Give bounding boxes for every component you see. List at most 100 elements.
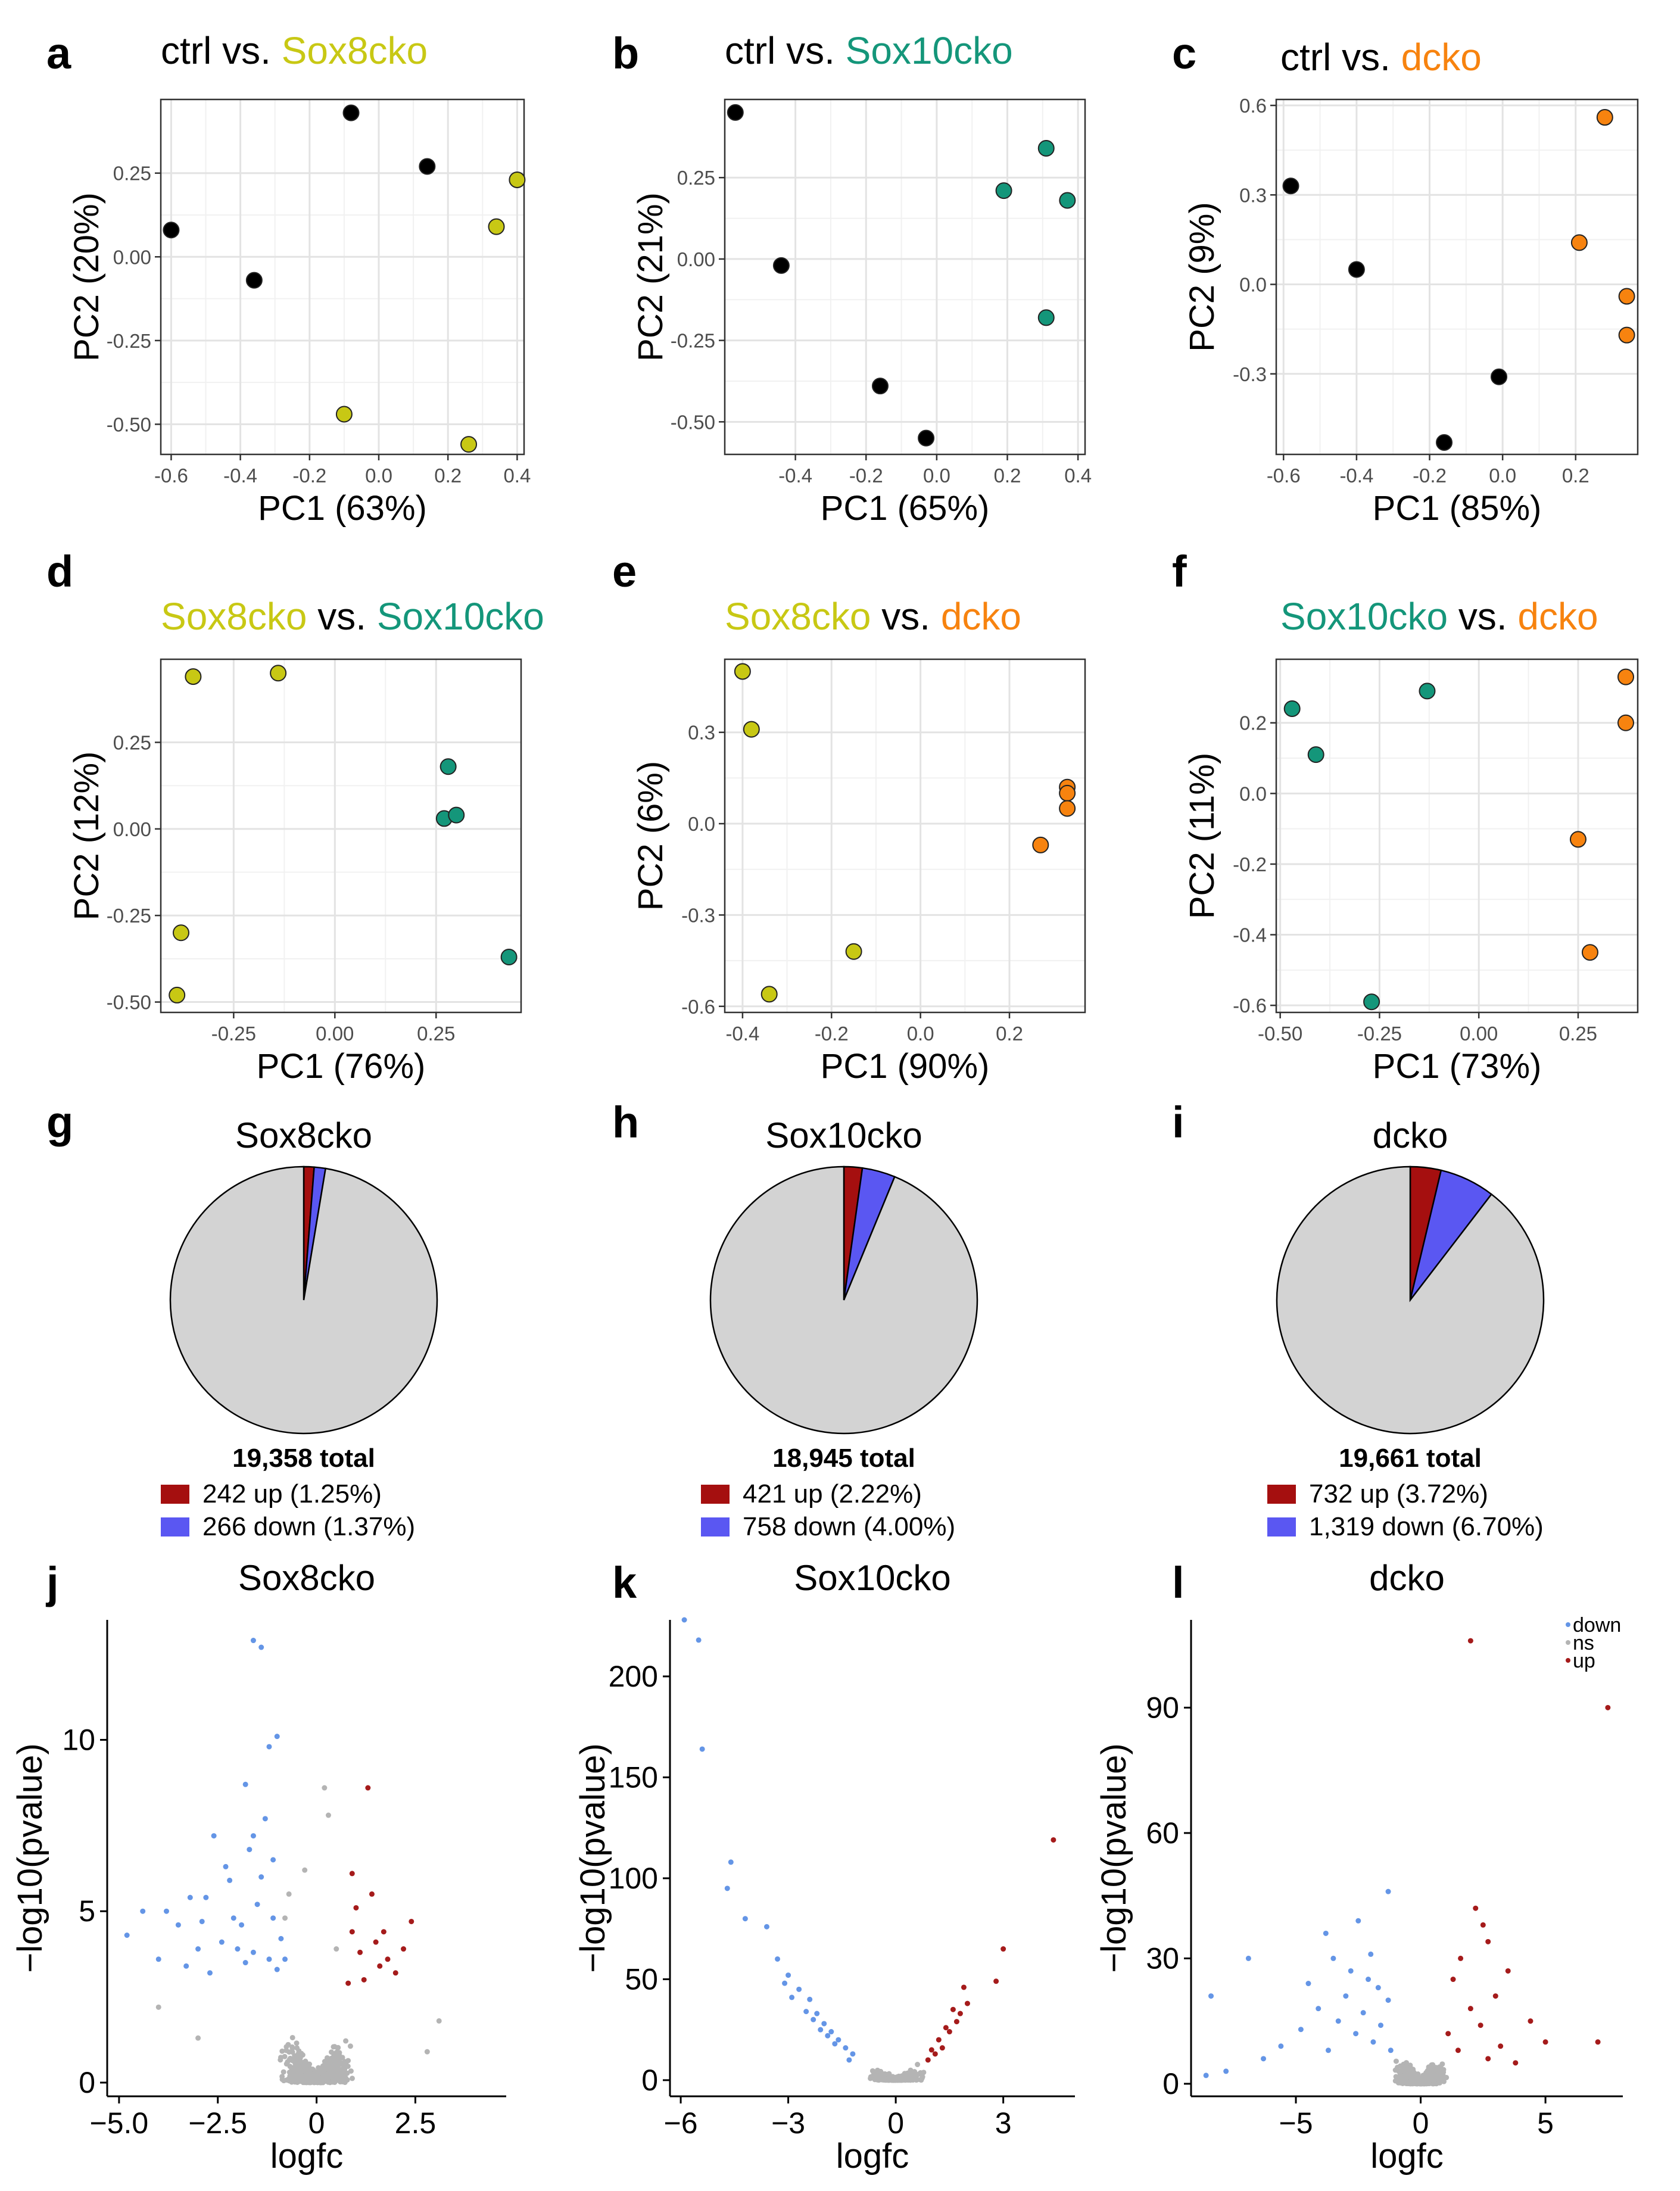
x-tick-label: -0.4 [223, 465, 257, 487]
data-point [163, 222, 180, 239]
y-tick-label: 0 [1162, 2067, 1179, 2100]
x-tick-label: −3 [771, 2106, 805, 2140]
data-point [957, 2011, 963, 2017]
data-point [1368, 1951, 1374, 1957]
panel-letter: f [1172, 547, 1187, 596]
gridlines [161, 99, 524, 454]
data-point [1307, 746, 1324, 763]
data-point [183, 1963, 189, 1969]
plot-frame [1275, 658, 1639, 1014]
data-point [488, 218, 505, 235]
x-tick-label: −6 [664, 2106, 698, 2140]
data-point [169, 986, 186, 1003]
data-point [1316, 2006, 1321, 2012]
data-point [782, 1980, 788, 1986]
data-point [211, 1833, 217, 1839]
ns-point [908, 2067, 914, 2073]
ns-point [1414, 2075, 1420, 2081]
y-tick-label: -0.4 [1233, 924, 1267, 946]
y-tick-label: 0.25 [677, 167, 715, 189]
data-point [1480, 1922, 1486, 1928]
y-tick-label: -0.50 [107, 992, 151, 1014]
data-point [1450, 1977, 1456, 1983]
panel-letter: j [45, 1558, 59, 1607]
data-point [1458, 1955, 1464, 1961]
title-part: ctrl [1280, 36, 1331, 79]
data-point [803, 2009, 809, 2015]
ns-point [881, 2076, 887, 2082]
data-point [266, 1744, 272, 1750]
ns-point [1396, 2068, 1402, 2074]
legend-label-down: 1,319 down (6.70%) [1309, 1512, 1544, 1541]
x-tick-label: 0 [308, 2106, 325, 2140]
title-part: Sox8cko [725, 595, 871, 638]
data-point [333, 1946, 339, 1952]
pie-title: dcko [1373, 1115, 1448, 1155]
plot-frame [724, 658, 1086, 1014]
ns-point [1407, 2072, 1413, 2078]
ns-point [336, 2058, 342, 2064]
data-point [250, 1638, 256, 1644]
pca-panel-e: e Sox8cko vs. dcko -0.4 -0.2 0.0 0.2 -0.6 -0.3 0… [612, 547, 1086, 1086]
data-point [1445, 2031, 1451, 2037]
data-point [266, 1956, 272, 1962]
y-tick-label: -0.3 [1233, 363, 1267, 385]
data-point [335, 406, 353, 423]
legend-marker-ns [1566, 1640, 1570, 1645]
data-point [918, 429, 935, 447]
gridlines [725, 659, 1085, 1012]
volcano-title: Sox8cko [238, 1558, 375, 1598]
title-part: ctrl [725, 29, 775, 72]
ns-point [304, 2067, 310, 2073]
data-point [727, 104, 744, 121]
title-part: dcko [1517, 595, 1598, 638]
y-tick-label: -0.3 [681, 904, 715, 926]
x-tick-label: 0 [1413, 2106, 1429, 2140]
legend-marker-down [1566, 1622, 1570, 1627]
pie-slice-ns [1276, 1165, 1545, 1435]
x-tick-label: 5 [1537, 2106, 1554, 2140]
data-point [164, 1908, 170, 1914]
data-point [814, 2011, 820, 2017]
data-point [845, 943, 862, 960]
ns-point [1438, 2070, 1444, 2075]
series-Sox8cko [734, 663, 862, 1003]
data-point [939, 2045, 945, 2051]
pie-total: 19,358 total [232, 1444, 375, 1473]
ns-point [316, 2065, 322, 2071]
data-point [1370, 2039, 1376, 2045]
y-tick-label: -0.25 [107, 905, 151, 927]
pie-title: Sox8cko [235, 1115, 372, 1155]
data-point [828, 2029, 834, 2035]
data-point [843, 2045, 849, 2051]
data-point [322, 1785, 328, 1791]
title-part: vs. [871, 595, 940, 638]
x-axis-label: PC1 (65%) [821, 489, 990, 528]
panel-letter: i [1172, 1098, 1185, 1147]
y-tick-label: 30 [1146, 1941, 1179, 1975]
data-point [401, 1946, 407, 1952]
ns-point [1435, 2066, 1441, 2072]
pca-panel-f: f Sox10cko vs. dcko -0.50 -0.25 0.00 0.25 -0.6… [1172, 547, 1639, 1086]
data-point [175, 1922, 181, 1928]
y-tick-label: 0.2 [1239, 712, 1267, 734]
data-point [1348, 261, 1365, 278]
data-point [832, 2041, 838, 2047]
y-axis-label: −log10(pvalue) [11, 1743, 49, 1972]
data-point [302, 1867, 308, 1873]
y-tick-label: 150 [609, 1760, 658, 1794]
legend-label-up: 732 up (3.72%) [1309, 1479, 1488, 1509]
y-axis-label: PC2 (11%) [1183, 753, 1221, 919]
data-point [1467, 2006, 1473, 2012]
panel-title: ctrl vs. dcko [1280, 36, 1482, 79]
data-point [1330, 1955, 1336, 1961]
data-point [964, 2000, 970, 2006]
ns-point [1393, 2058, 1399, 2064]
data-point [245, 272, 263, 289]
pie-total: 18,945 total [772, 1444, 915, 1473]
data-point [760, 986, 778, 1003]
ns-cloud [868, 2062, 927, 2083]
x-tick-label: 0.0 [1489, 465, 1516, 487]
y-tick-label: -0.6 [681, 996, 715, 1018]
data-point [811, 2017, 816, 2022]
